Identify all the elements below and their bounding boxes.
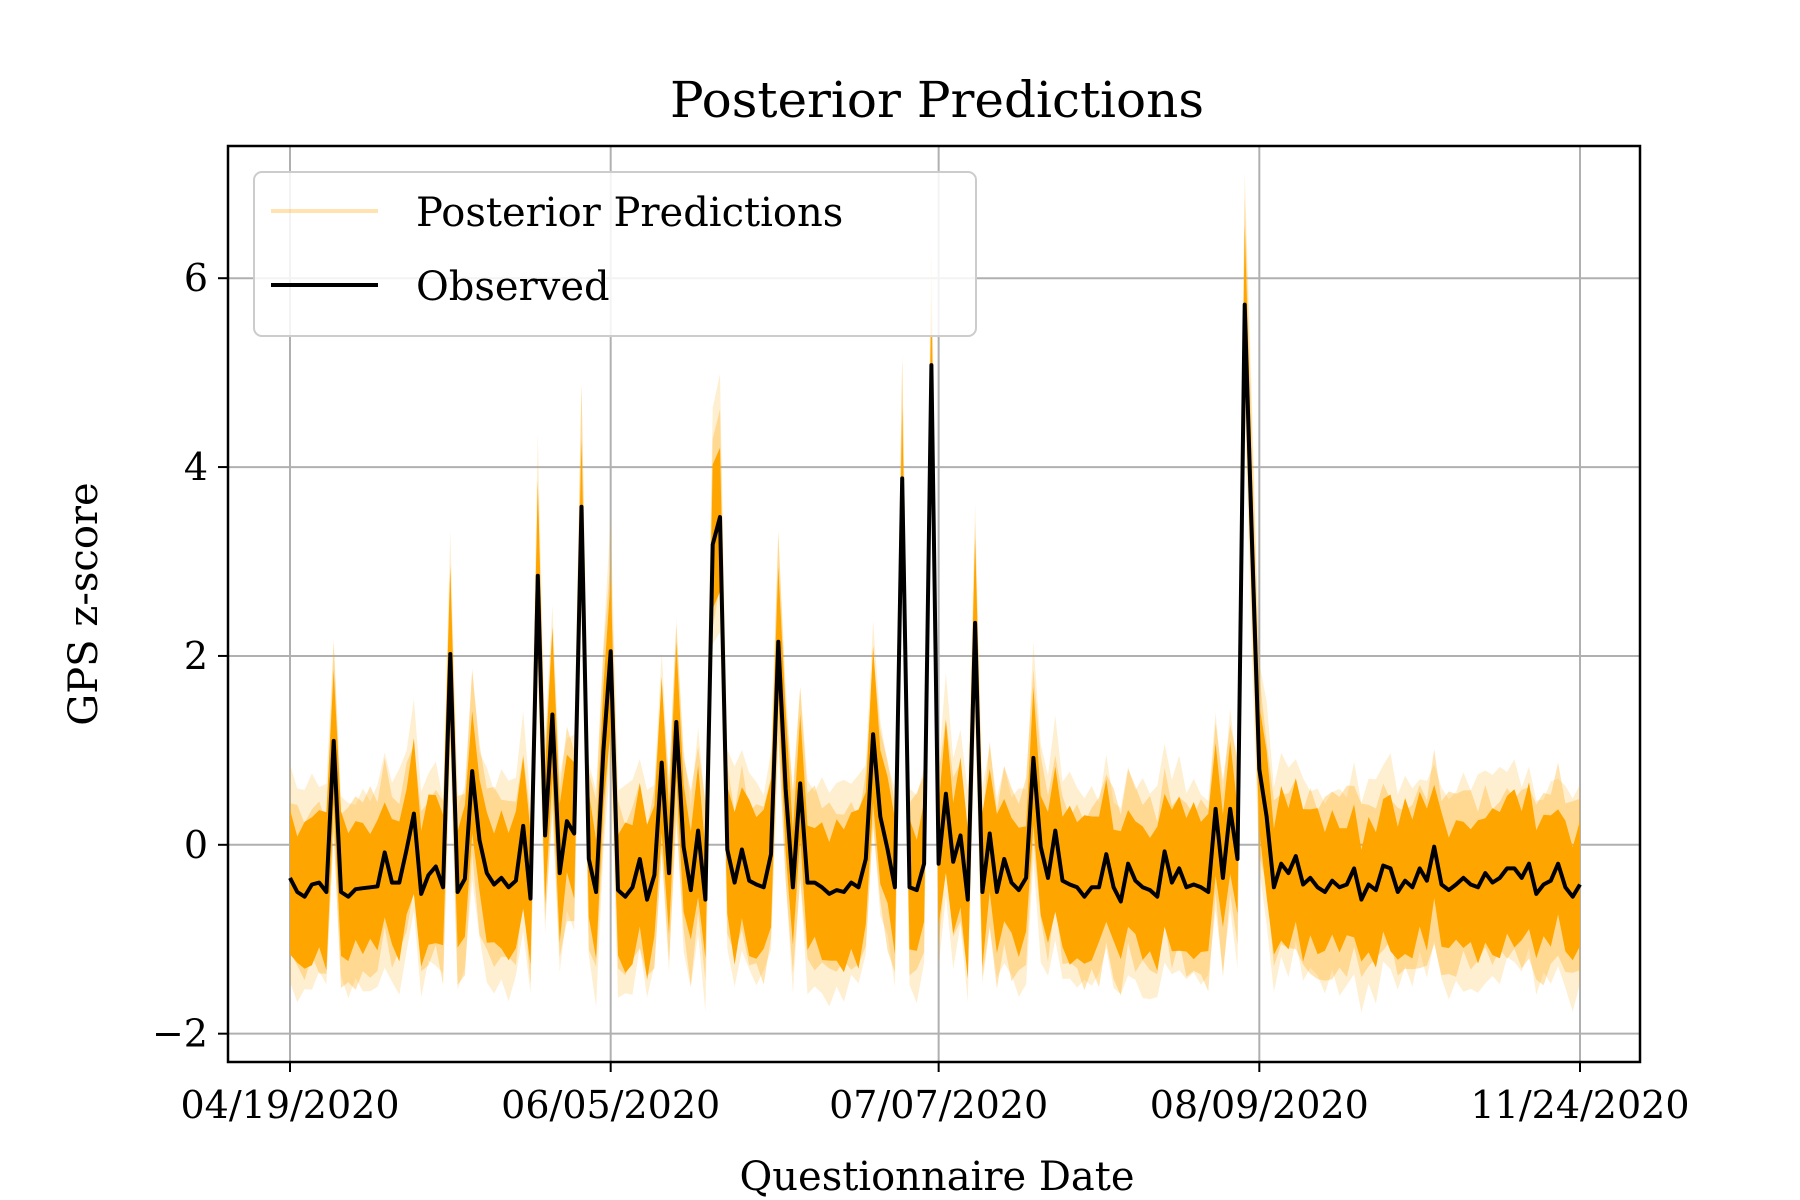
x-tick-label: 06/05/2020	[501, 1083, 720, 1127]
y-tick-label: 4	[184, 445, 208, 489]
x-tick-label: 04/19/2020	[180, 1083, 399, 1127]
legend-label-observed: Observed	[416, 264, 610, 310]
legend-label-posterior: Posterior Predictions	[416, 190, 843, 236]
legend: Posterior Predictions Observed	[253, 171, 977, 337]
y-axis-label: GPS z-score	[61, 482, 107, 725]
y-tick-label: −2	[152, 1012, 208, 1056]
legend-box	[253, 171, 977, 337]
x-tick-label: 07/07/2020	[829, 1083, 1048, 1127]
x-axis-label: Questionnaire Date	[739, 1154, 1134, 1200]
plot-frame	[226, 144, 1642, 1064]
y-tick-label: 0	[184, 823, 208, 867]
y-tick-label: 2	[184, 634, 208, 678]
chart-title: Posterior Predictions	[670, 71, 1204, 129]
y-tick-label: 6	[184, 256, 208, 300]
x-tick-label: 11/24/2020	[1470, 1083, 1689, 1127]
axis-ticks: 04/19/2020 06/05/2020 07/07/2020 08/09/2020…	[152, 256, 1690, 1127]
x-tick-label: 08/09/2020	[1150, 1083, 1369, 1127]
observed-line	[288, 302, 1582, 904]
